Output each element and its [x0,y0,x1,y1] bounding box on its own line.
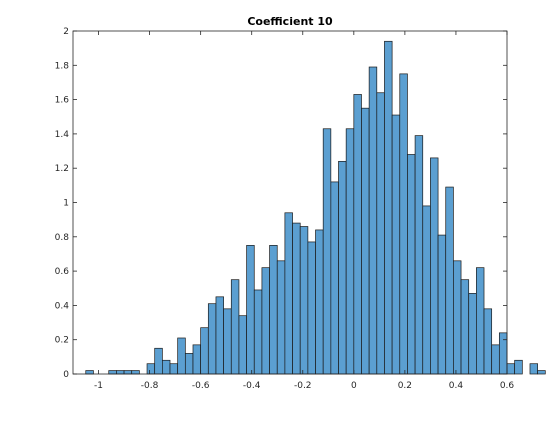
histogram-bar [460,279,470,375]
histogram-bar [322,128,332,375]
histogram-bar [368,66,378,375]
histogram-bar [207,303,217,375]
y-tick-label: 1.4 [55,130,70,140]
histogram-bar [437,234,447,375]
bars-group [85,40,546,375]
histogram-bar [238,315,247,375]
chart-title: Coefficient 10 [247,15,333,28]
y-tick-label: 0.4 [55,301,70,311]
histogram-bar [407,154,416,375]
histogram-bar [498,332,508,375]
histogram-bar [108,370,117,375]
histogram-bar [353,94,362,375]
histogram-bar [192,344,202,375]
x-tick-label: -1 [94,381,103,391]
histogram-bar [292,222,301,375]
histogram-bar [483,308,493,375]
histogram-bar [253,289,263,375]
histogram-bar [537,370,546,375]
y-tick-label: 0 [63,370,69,380]
histogram-bar [162,359,171,375]
histogram-bar [146,363,156,375]
y-tick-label: 1.8 [55,61,70,71]
histogram-bar [391,114,401,375]
histogram-bar [177,337,186,375]
histogram-bar [468,293,477,375]
histogram-bar [361,107,370,375]
histogram-bar [506,363,516,375]
histogram-bar [345,128,355,375]
histogram-bar [307,241,316,375]
histogram-bar [131,370,140,375]
histogram-bar [154,347,163,375]
histogram-bar [215,296,224,375]
histogram-bar [453,260,462,375]
histogram-bar [116,370,125,375]
x-tick-label: 0 [351,381,357,391]
histogram-bar [123,370,133,375]
x-tick-label: -0.2 [294,381,312,391]
histogram-bar [299,226,309,375]
histogram-bar [169,363,179,375]
y-tick-label: 1.2 [55,164,69,174]
histogram-bar [384,40,393,375]
histogram-bar [476,267,485,375]
histogram-bar [284,212,293,375]
y-tick-label: 0.8 [55,233,70,243]
y-tick-label: 0.6 [55,267,70,277]
histogram-bar [430,157,439,375]
y-tick-label: 2 [63,27,69,37]
histogram-bar [376,92,385,375]
histogram-bar [315,229,324,375]
histogram-bar [529,363,538,375]
histogram-bar [261,267,270,375]
histogram-bar [414,135,424,375]
histogram-bar [422,205,431,375]
histogram-bar [276,260,286,375]
histogram-bar [399,73,408,375]
x-tick-label: -0.8 [141,381,159,391]
y-tick-label: 1.6 [55,96,70,106]
histogram-bar [491,344,500,375]
y-tick-label: 1 [63,199,69,209]
histogram-bar [230,279,240,375]
histogram-bar [223,308,232,375]
histogram-bar [338,160,347,375]
histogram-bar [330,181,339,375]
x-tick-label: -0.4 [243,381,261,391]
histogram-bar [85,370,94,375]
histogram-bar [184,353,194,375]
x-tick-label: 0.2 [398,381,412,391]
histogram-bar [200,327,209,375]
plot-frame [72,30,508,375]
x-tick-label: 0.4 [449,381,464,391]
histogram-bar [269,245,278,375]
histogram-bar [246,245,255,375]
histogram-bar [514,359,523,375]
histogram-bar [445,186,454,375]
y-axis-ticks: 0 0.2 0.4 0.6 0.8 1 1.2 1.4 1.6 1.8 2 [55,27,507,380]
x-tick-label: -0.6 [192,381,210,391]
y-tick-label: 0.2 [55,336,69,346]
x-tick-label: 0.6 [500,381,515,391]
